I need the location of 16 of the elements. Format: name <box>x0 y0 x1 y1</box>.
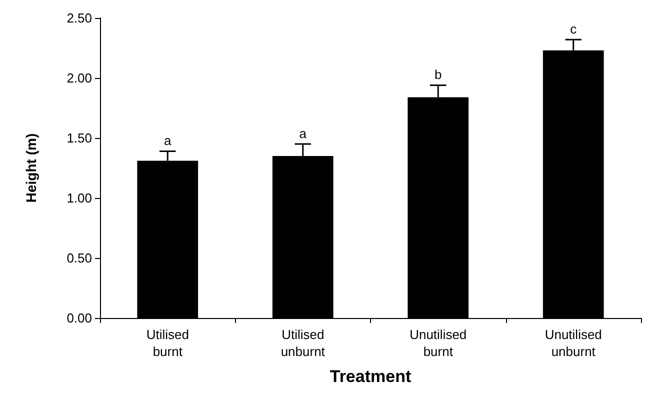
x-tick-label: Utilised unburnt <box>280 327 326 359</box>
annotation: a <box>299 126 308 141</box>
x-tick-label: Unutilised unburnt <box>544 327 602 359</box>
x-tick-label: Utilised burnt <box>146 327 189 359</box>
x-tick-label: Unutilised burnt <box>410 327 467 359</box>
y-tick-label: 2.50 <box>66 10 92 26</box>
y-tick-label: 0.50 <box>66 250 92 266</box>
y-tick-label: 0.00 <box>66 310 92 326</box>
annotation: a <box>164 133 172 148</box>
annotation: c <box>570 22 578 37</box>
y-axis-title: Height (m) <box>23 133 39 203</box>
x-axis-title: Treatment <box>330 367 412 386</box>
y-tick-label: 1.00 <box>66 190 92 206</box>
y-tick-label: 2.00 <box>66 70 92 86</box>
y-tick-label: 1.50 <box>66 130 92 146</box>
annotation: b <box>434 67 442 82</box>
